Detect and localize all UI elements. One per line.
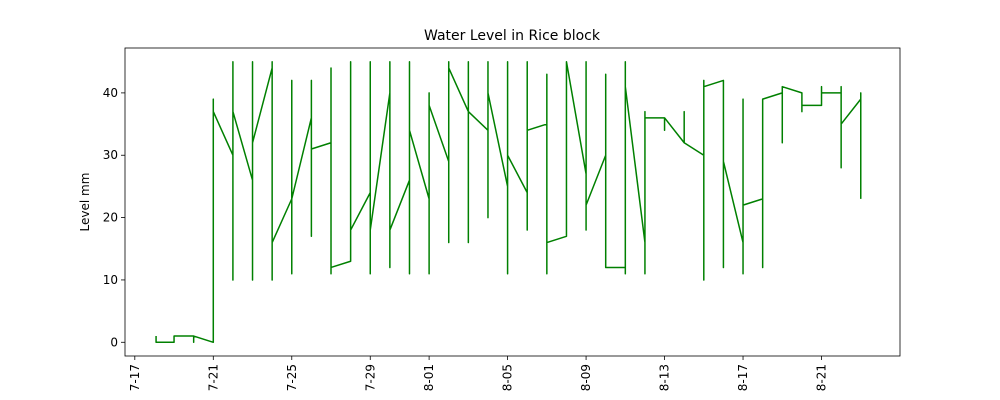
plot-area-frame [124,47,901,357]
x-tick-label: 8-13 [658,364,672,391]
y-tick-label: 20 [103,211,118,225]
y-tick-label: 30 [103,148,118,162]
x-tick-label: 8-21 [815,364,829,391]
x-tick-label: 7-29 [363,364,377,391]
x-axis: 7-17 7-21 7-25 7-29 8-01 8-05 8-09 8-13 8-17 8-21 [128,356,829,391]
x-tick-label: 8-09 [579,364,593,391]
x-tick-label: 8-05 [501,364,515,391]
y-tick-label: 10 [103,273,118,287]
y-axis: 0 10 20 30 40 [103,86,125,349]
y-tick-label: 40 [103,86,118,100]
y-axis-label: Level mm [78,173,92,232]
x-tick-label: 7-21 [206,364,220,391]
series-line [155,60,862,344]
x-tick-label: 7-25 [285,364,299,391]
x-tick-label: 8-01 [422,364,436,391]
y-tick-label: 0 [110,335,118,349]
x-tick-label: 8-17 [736,364,750,391]
x-tick-label: 7-17 [128,364,142,391]
chart-title: Water Level in Rice block [424,28,601,44]
